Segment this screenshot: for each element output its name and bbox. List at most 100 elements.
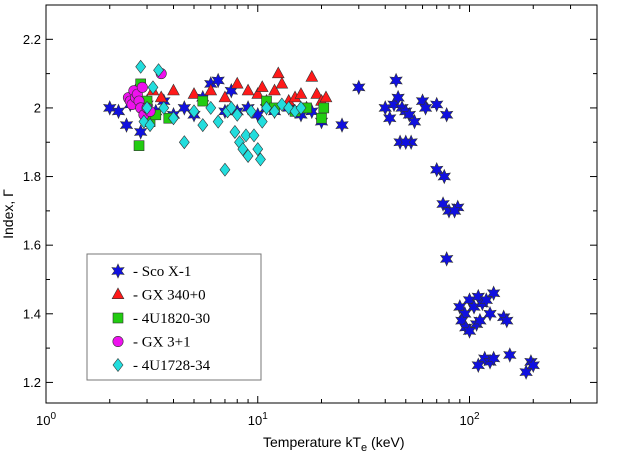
legend-marker <box>111 263 125 279</box>
x-tick-label: 102 <box>459 411 479 428</box>
y-axis: 1.2 1.4 1.6 1.8 2 2.2 <box>23 32 597 390</box>
data-point <box>486 285 501 301</box>
data-point <box>436 196 450 212</box>
y-tick-label: 2.2 <box>23 32 41 47</box>
data-point <box>229 124 241 139</box>
data-point <box>230 76 244 89</box>
data-point <box>275 76 289 89</box>
data-point <box>352 79 366 96</box>
data-point <box>500 312 514 329</box>
data-point <box>399 134 413 150</box>
data-point <box>471 288 485 305</box>
data-point <box>219 162 231 177</box>
legend-marker <box>112 335 124 347</box>
data-point <box>136 81 148 93</box>
y-tick-label: 1.2 <box>23 375 41 390</box>
legend-label: - GX 340+0 <box>133 288 206 304</box>
data-points <box>103 59 540 380</box>
data-point <box>283 100 295 115</box>
data-point <box>211 72 225 89</box>
data-point <box>231 107 243 122</box>
x-axis-label: Temperature kTe (keV) <box>263 434 405 454</box>
data-point <box>473 312 487 329</box>
data-point <box>255 152 266 167</box>
data-point <box>103 100 117 116</box>
data-point <box>402 107 417 123</box>
data-point <box>305 69 319 82</box>
data-point <box>295 100 307 115</box>
data-point <box>294 87 308 99</box>
data-point <box>318 102 330 114</box>
data-point <box>437 168 451 185</box>
data-point <box>255 80 269 92</box>
x-tick-label: 100 <box>36 411 56 428</box>
y-tick-label: 1.4 <box>23 306 41 321</box>
legend-label: - GX 3+1 <box>133 335 191 351</box>
data-point <box>147 80 159 95</box>
data-point <box>204 83 218 96</box>
data-point <box>268 83 281 96</box>
data-point <box>241 83 255 96</box>
data-point <box>144 118 156 133</box>
data-point <box>271 66 285 79</box>
data-point <box>439 107 454 123</box>
data-point <box>245 104 257 119</box>
data-point <box>212 114 224 129</box>
data-point <box>237 142 249 157</box>
data-point <box>524 354 538 370</box>
data-point <box>177 100 192 116</box>
data-point <box>141 100 153 115</box>
data-point <box>133 124 148 140</box>
data-point <box>248 128 260 143</box>
series-0 <box>103 72 540 380</box>
y-axis-label: Index, Γ <box>0 189 16 239</box>
data-point <box>178 135 190 150</box>
data-point <box>526 357 540 374</box>
data-point <box>168 111 179 126</box>
data-point <box>225 100 237 115</box>
x-tick-label: 101 <box>248 411 268 428</box>
data-point <box>447 203 462 219</box>
data-point <box>310 87 324 99</box>
legend-label: - 4U1728-34 <box>133 358 211 374</box>
data-point <box>407 113 422 130</box>
legend-label: - 4U1820-30 <box>133 311 210 327</box>
data-point <box>430 96 444 113</box>
legend-marker <box>112 312 124 324</box>
x-axis: 100 101 102 <box>36 5 598 428</box>
data-point <box>241 100 255 116</box>
data-point <box>240 128 252 143</box>
data-point <box>503 347 517 363</box>
data-point <box>383 110 397 126</box>
data-point <box>167 83 180 96</box>
data-point <box>483 306 497 322</box>
data-point <box>188 104 200 119</box>
data-point <box>439 251 454 267</box>
data-point <box>218 90 232 103</box>
data-point <box>158 100 170 115</box>
data-point <box>418 100 433 116</box>
data-point <box>242 148 254 163</box>
data-point <box>251 87 265 99</box>
data-point <box>486 350 501 367</box>
data-point <box>252 142 264 157</box>
data-point <box>335 117 349 133</box>
data-point <box>319 90 333 103</box>
data-point <box>387 96 401 113</box>
y-tick-label: 1.6 <box>23 238 41 253</box>
data-point <box>316 112 327 124</box>
data-point <box>430 161 444 178</box>
legend-marker <box>111 287 125 300</box>
legend: - Sco X-1 - GX 340+0 - 4U1820-30 - GX 3+1 - … <box>86 253 262 381</box>
data-point <box>135 59 147 74</box>
data-point <box>133 140 145 151</box>
data-point <box>389 72 403 89</box>
data-point <box>205 100 217 115</box>
data-point <box>154 90 168 103</box>
data-point <box>256 114 268 129</box>
y-tick-label: 1.8 <box>23 169 41 184</box>
legend-marker <box>112 358 124 372</box>
data-point <box>197 118 209 133</box>
series-4 <box>135 59 307 177</box>
